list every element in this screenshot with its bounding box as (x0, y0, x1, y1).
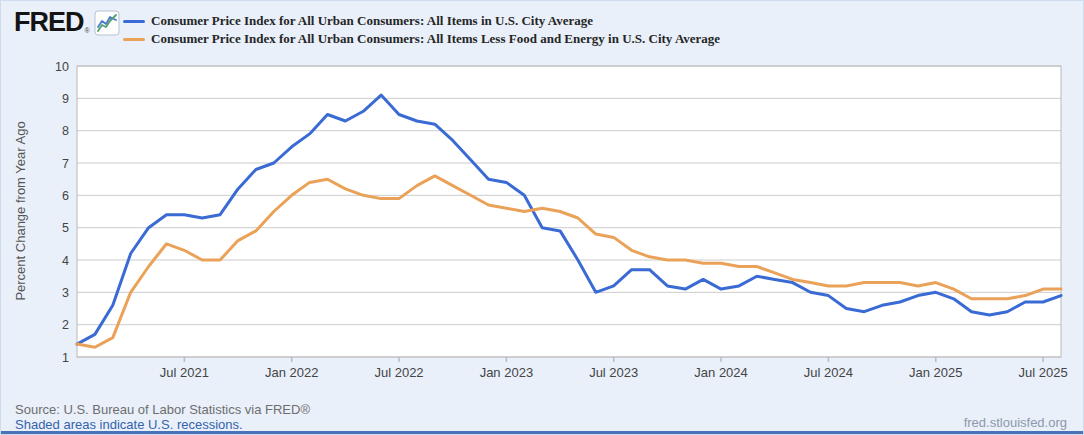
svg-text:Jan 2024: Jan 2024 (694, 365, 748, 380)
svg-text:Jul 2022: Jul 2022 (374, 365, 423, 380)
svg-text:Jul 2024: Jul 2024 (804, 365, 853, 380)
svg-text:5: 5 (62, 221, 69, 235)
svg-text:4: 4 (62, 254, 69, 268)
svg-text:1: 1 (62, 351, 69, 365)
svg-text:10: 10 (55, 60, 69, 74)
svg-text:9: 9 (62, 92, 69, 106)
legend-swatch-blue (123, 20, 145, 23)
svg-text:Jan 2025: Jan 2025 (909, 365, 963, 380)
legend-item-cpi-all-items[interactable]: Consumer Price Index for All Urban Consu… (123, 12, 720, 30)
svg-text:Jan 2023: Jan 2023 (480, 365, 534, 380)
recession-note-link[interactable]: Shaded areas indicate U.S. recessions. (15, 417, 243, 432)
svg-text:7: 7 (62, 157, 69, 171)
fred-logo-text: FRED (14, 9, 84, 36)
svg-text:Jul 2021: Jul 2021 (160, 365, 209, 380)
legend-label: Consumer Price Index for All Urban Consu… (151, 13, 593, 29)
bottom-accent-bar (1, 431, 1083, 434)
svg-text:2: 2 (62, 318, 69, 332)
svg-text:6: 6 (62, 189, 69, 203)
site-url-link[interactable]: fred.stlouisfed.org (964, 415, 1067, 430)
svg-text:3: 3 (62, 286, 69, 300)
svg-text:Jan 2022: Jan 2022 (265, 365, 319, 380)
svg-text:Jul 2025: Jul 2025 (1019, 365, 1068, 380)
fred-chart-widget: FRED® Consumer Price Index for All Urban… (0, 0, 1084, 435)
svg-text:8: 8 (62, 124, 69, 138)
legend-item-cpi-core[interactable]: Consumer Price Index for All Urban Consu… (123, 30, 720, 48)
registered-mark: ® (85, 27, 90, 34)
cpi-line-chart[interactable]: 1 2 3 4 5 6 7 8 9 10 Jul 2021 Jan 2022 Jul 2022 Jan 2… (1, 56, 1084, 391)
fred-logo[interactable]: FRED® (14, 9, 120, 36)
legend-swatch-orange (123, 38, 145, 41)
legend: Consumer Price Index for All Urban Consu… (123, 12, 720, 48)
fred-logo-sparkline-icon (94, 10, 120, 36)
legend-label: Consumer Price Index for All Urban Consu… (151, 31, 720, 47)
source-note: Source: U.S. Bureau of Labor Statistics … (15, 402, 310, 417)
svg-text:Jul 2023: Jul 2023 (589, 365, 638, 380)
chart-header: FRED® Consumer Price Index for All Urban… (1, 1, 1083, 56)
